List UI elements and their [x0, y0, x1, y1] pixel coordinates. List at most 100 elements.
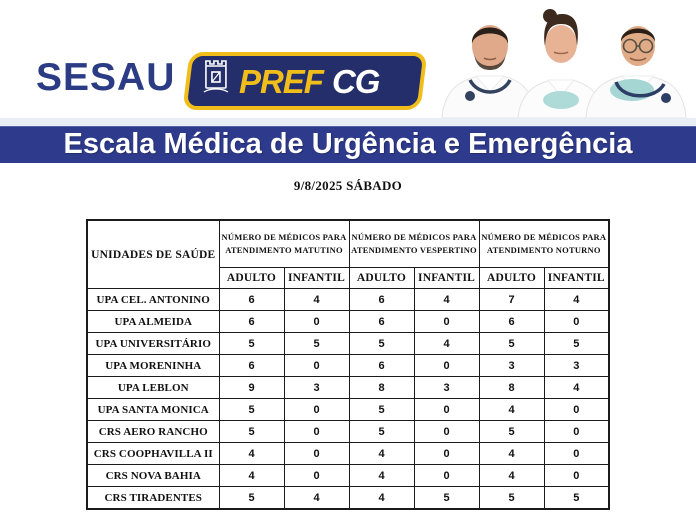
doctor-count-cell: 5	[413, 486, 480, 510]
doctor-count-cell: 7	[478, 288, 545, 311]
column-header-adulto: ADULTO	[348, 267, 415, 289]
doctor-count-cell: 0	[413, 310, 480, 333]
unit-name: UPA LEBLON	[86, 376, 220, 399]
doctor-count-cell: 0	[413, 354, 480, 377]
table-row: CRS AERO RANCHO 5 0 5 0 5 0	[86, 420, 610, 443]
doctor-count-cell: 0	[413, 442, 480, 465]
doctor-count-cell: 3	[478, 354, 545, 377]
doctor-count-cell: 4	[478, 398, 545, 421]
column-group-matutino: NÚMERO DE MÉDICOS PARA ATENDIMENTO MATUT…	[218, 219, 350, 268]
table-header-row-groups: UNIDADES DE SAÚDE NÚMERO DE MÉDICOS PARA…	[86, 219, 610, 289]
doctor-count-cell: 0	[413, 398, 480, 421]
table-row: UPA MORENINHA 6 0 6 0 3 3	[86, 354, 610, 377]
doctor-count-cell: 4	[478, 464, 545, 487]
doctor-count-cell: 0	[543, 420, 610, 443]
doctor-count-cell: 0	[283, 420, 350, 443]
doctor-count-cell: 6	[218, 354, 285, 377]
doctor-count-cell: 6	[348, 310, 415, 333]
doctor-count-cell: 5	[218, 486, 285, 510]
doctor-count-cell: 5	[218, 332, 285, 355]
doctor-count-cell: 0	[413, 420, 480, 443]
doctor-count-cell: 3	[413, 376, 480, 399]
doctors-photo	[426, 0, 696, 119]
doctor-count-cell: 3	[283, 376, 350, 399]
column-header-adulto: ADULTO	[478, 267, 545, 289]
doctor-count-cell: 0	[543, 442, 610, 465]
doctor-count-cell: 0	[543, 310, 610, 333]
table-row: UPA ALMEIDA 6 0 6 0 6 0	[86, 310, 610, 333]
page-header: SESAU PREF CG	[0, 0, 696, 119]
table-header-row-sub: ADULTO INFANTIL ADULTO INFANTIL ADULTO I…	[87, 267, 610, 289]
column-group-vespertino: NÚMERO DE MÉDICOS PARA ATENDIMENTO VESPE…	[348, 219, 480, 268]
doctor-count-cell: 0	[283, 398, 350, 421]
table-row: UPA UNIVERSITÁRIO 5 5 5 4 5 5	[86, 332, 610, 355]
schedule-table-body: UPA CEL. ANTONINO 6 4 6 4 7 4 UPA ALMEIDA 6 0 6 0 6 0…	[86, 288, 610, 510]
schedule-table-wrap: UNIDADES DE SAÚDE NÚMERO DE MÉDICOS PARA…	[86, 219, 611, 510]
doctor-count-cell: 4	[413, 288, 480, 311]
doctor-count-cell: 4	[218, 442, 285, 465]
unit-name: UPA UNIVERSITÁRIO	[86, 332, 220, 355]
schedule-date: 9/8/2025 SÁBADO	[293, 178, 403, 193]
doctor-count-cell: 0	[283, 442, 350, 465]
unit-name: CRS COOPHAVILLA II	[86, 442, 220, 465]
doctor-count-cell: 9	[218, 376, 285, 399]
doctor-count-cell: 4	[478, 442, 545, 465]
doctor-man-right	[585, 26, 687, 119]
column-header-infantil: INFANTIL	[413, 267, 480, 289]
doctor-count-cell: 5	[478, 486, 545, 510]
doctor-count-cell: 3	[543, 354, 610, 377]
doctor-count-cell: 4	[543, 288, 610, 311]
unit-name: CRS AERO RANCHO	[86, 420, 220, 443]
doctor-count-cell: 5	[348, 332, 415, 355]
sesau-logo: SESAU	[36, 56, 176, 99]
doctor-count-cell: 4	[283, 288, 350, 311]
table-row: CRS TIRADENTES 5 4 4 5 5 5	[86, 486, 610, 510]
doctor-count-cell: 6	[348, 354, 415, 377]
doctor-count-cell: 4	[348, 486, 415, 510]
doctor-count-cell: 6	[218, 310, 285, 333]
doctor-count-cell: 4	[218, 464, 285, 487]
doctor-count-cell: 6	[478, 310, 545, 333]
table-row: UPA SANTA MONICA 5 0 5 0 4 0	[86, 398, 610, 421]
doctor-count-cell: 0	[543, 398, 610, 421]
doctor-man-left	[441, 25, 537, 119]
doctor-count-cell: 0	[283, 310, 350, 333]
doctor-count-cell: 6	[218, 288, 285, 311]
doctor-count-cell: 0	[413, 464, 480, 487]
doctor-count-cell: 5	[348, 398, 415, 421]
doctor-count-cell: 4	[348, 464, 415, 487]
header-divider-strip	[0, 118, 696, 126]
doctor-count-cell: 5	[478, 420, 545, 443]
unit-name: UPA MORENINHA	[86, 354, 220, 377]
table-row: CRS NOVA BAHIA 4 0 4 0 4 0	[86, 464, 610, 487]
doctor-count-cell: 6	[348, 288, 415, 311]
doctor-count-cell: 0	[283, 354, 350, 377]
unit-name: UPA ALMEIDA	[86, 310, 220, 333]
doctor-count-cell: 0	[283, 464, 350, 487]
doctor-count-cell: 5	[283, 332, 350, 355]
prefcg-logo-inner: PREF CG	[202, 58, 380, 105]
doctor-count-cell: 5	[218, 420, 285, 443]
doctor-count-cell: 4	[413, 332, 480, 355]
column-header-adulto: ADULTO	[218, 267, 285, 289]
doctor-count-cell: 5	[218, 398, 285, 421]
column-header-infantil: INFANTIL	[543, 267, 610, 289]
doctor-count-cell: 4	[283, 486, 350, 510]
doctor-count-cell: 5	[543, 486, 610, 510]
unit-name: UPA CEL. ANTONINO	[86, 288, 220, 311]
city-crest-icon	[202, 58, 230, 105]
table-row: UPA LEBLON 9 3 8 3 8 4	[86, 376, 610, 399]
doctor-count-cell: 0	[543, 464, 610, 487]
unit-name: UPA SANTA MONICA	[86, 398, 220, 421]
doctor-woman-middle	[517, 9, 605, 119]
prefcg-pref-text: PREF	[239, 62, 324, 100]
doctor-count-cell: 8	[348, 376, 415, 399]
schedule-table: UNIDADES DE SAÚDE NÚMERO DE MÉDICOS PARA…	[86, 219, 611, 510]
column-header-units: UNIDADES DE SAÚDE	[86, 219, 220, 289]
unit-name: CRS TIRADENTES	[86, 486, 220, 510]
prefcg-cg-text: CG	[332, 62, 380, 100]
doctor-count-cell: 5	[543, 332, 610, 355]
column-group-noturno: NÚMERO DE MÉDICOS PARA ATENDIMENTO NOTUR…	[478, 219, 610, 268]
doctor-count-cell: 5	[478, 332, 545, 355]
doctor-count-cell: 8	[478, 376, 545, 399]
